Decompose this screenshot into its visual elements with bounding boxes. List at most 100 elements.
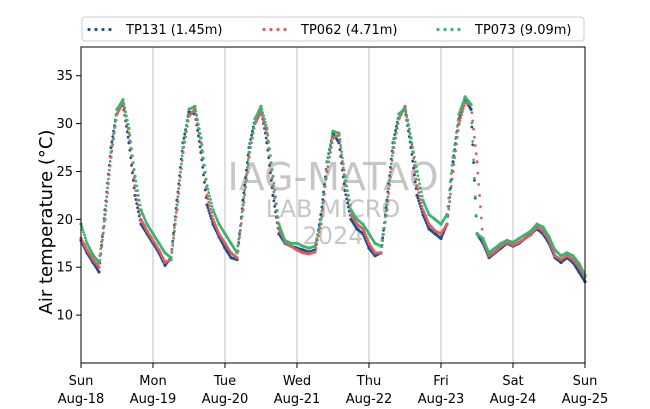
interpolated-point — [206, 187, 210, 191]
interpolated-point — [460, 105, 463, 109]
interpolated-point — [342, 182, 346, 186]
interpolated-point — [387, 191, 391, 195]
interpolated-point — [204, 177, 208, 181]
data-point — [457, 122, 461, 126]
interpolated-point — [472, 161, 475, 164]
data-point — [97, 270, 101, 274]
interpolated-point — [183, 135, 187, 139]
data-point — [205, 203, 209, 207]
interpolated-point — [382, 227, 385, 230]
interpolated-point — [194, 109, 198, 113]
interpolated-point — [416, 187, 420, 191]
legend-marker — [269, 27, 273, 32]
y-tick-label: 20 — [56, 213, 73, 228]
interpolated-point — [171, 243, 175, 247]
interpolated-point — [272, 199, 276, 203]
data-point — [409, 136, 413, 140]
interpolated-point — [131, 154, 134, 158]
y-axis-label: Air temperature (°C) — [36, 130, 57, 315]
interpolated-point — [450, 177, 454, 181]
interpolated-point — [197, 123, 200, 126]
interpolated-point — [278, 225, 282, 228]
interpolated-point — [173, 218, 177, 222]
interpolated-point — [101, 226, 105, 230]
interpolated-point — [472, 127, 475, 131]
interpolated-point — [414, 177, 418, 181]
interpolated-point — [410, 152, 414, 156]
interpolated-point — [177, 191, 181, 195]
interpolated-point — [419, 186, 422, 190]
legend-marker — [94, 27, 98, 32]
interpolated-point — [461, 110, 464, 113]
x-tick-label-date: Aug-21 — [274, 392, 321, 407]
interpolated-point — [270, 168, 274, 171]
y-tick-label: 15 — [56, 261, 73, 276]
data-point — [109, 150, 113, 154]
legend-marker — [108, 27, 112, 32]
series-tp073 — [79, 95, 587, 277]
interpolated-point — [418, 194, 421, 198]
data-point — [385, 203, 389, 207]
interpolated-point — [413, 160, 417, 164]
interpolated-point — [206, 197, 210, 201]
interpolated-point — [323, 185, 326, 188]
interpolated-point — [136, 189, 139, 193]
data-point — [379, 251, 383, 255]
interpolated-point — [317, 225, 321, 229]
interpolated-point — [408, 132, 412, 136]
interpolated-point — [209, 201, 213, 205]
interpolated-point — [341, 162, 345, 166]
watermark-line: LAB MICRO — [266, 195, 401, 223]
interpolated-point — [106, 186, 109, 190]
interpolated-point — [200, 143, 204, 147]
interpolated-point — [206, 206, 210, 210]
interpolated-point — [317, 229, 320, 233]
interpolated-point — [413, 155, 416, 159]
data-point — [247, 150, 251, 154]
legend-item: TP073 (9.09m) — [436, 23, 571, 38]
interpolated-point — [281, 234, 285, 238]
interpolated-point — [387, 187, 391, 190]
interpolated-point — [170, 248, 174, 252]
interpolated-point — [346, 189, 349, 193]
data-point — [247, 155, 251, 159]
interpolated-point — [129, 140, 133, 144]
interpolated-point — [266, 133, 270, 137]
interpolated-point — [446, 204, 450, 208]
data-point — [259, 104, 263, 108]
series-tp062 — [79, 100, 587, 279]
interpolated-point — [126, 122, 130, 126]
data-point — [271, 193, 275, 198]
interpolated-point — [342, 168, 346, 172]
interpolated-point — [339, 146, 343, 150]
interpolated-point — [130, 147, 133, 151]
interpolated-point — [251, 131, 254, 135]
interpolated-point — [420, 194, 424, 198]
interpolated-point — [176, 200, 180, 203]
interpolated-point — [388, 178, 391, 182]
legend-marker — [457, 27, 461, 32]
interpolated-point — [474, 152, 478, 156]
interpolated-point — [396, 117, 400, 121]
data-point — [205, 184, 209, 188]
interpolated-point — [461, 100, 465, 104]
interpolated-point — [135, 184, 139, 188]
legend-marker — [101, 27, 105, 32]
interpolated-point — [381, 233, 385, 236]
legend-marker — [450, 27, 454, 32]
interpolated-point — [274, 195, 277, 199]
interpolated-point — [460, 113, 463, 116]
data-point — [403, 106, 407, 110]
interpolated-point — [407, 128, 411, 131]
legend-marker — [443, 27, 447, 32]
data-point — [133, 174, 137, 178]
interpolated-point — [314, 240, 318, 244]
data-point — [475, 160, 479, 164]
interpolated-point — [207, 191, 211, 195]
interpolated-point — [326, 156, 330, 159]
data-point — [379, 244, 383, 248]
interpolated-point — [395, 122, 399, 126]
data-point — [457, 112, 461, 116]
interpolated-point — [329, 138, 333, 142]
